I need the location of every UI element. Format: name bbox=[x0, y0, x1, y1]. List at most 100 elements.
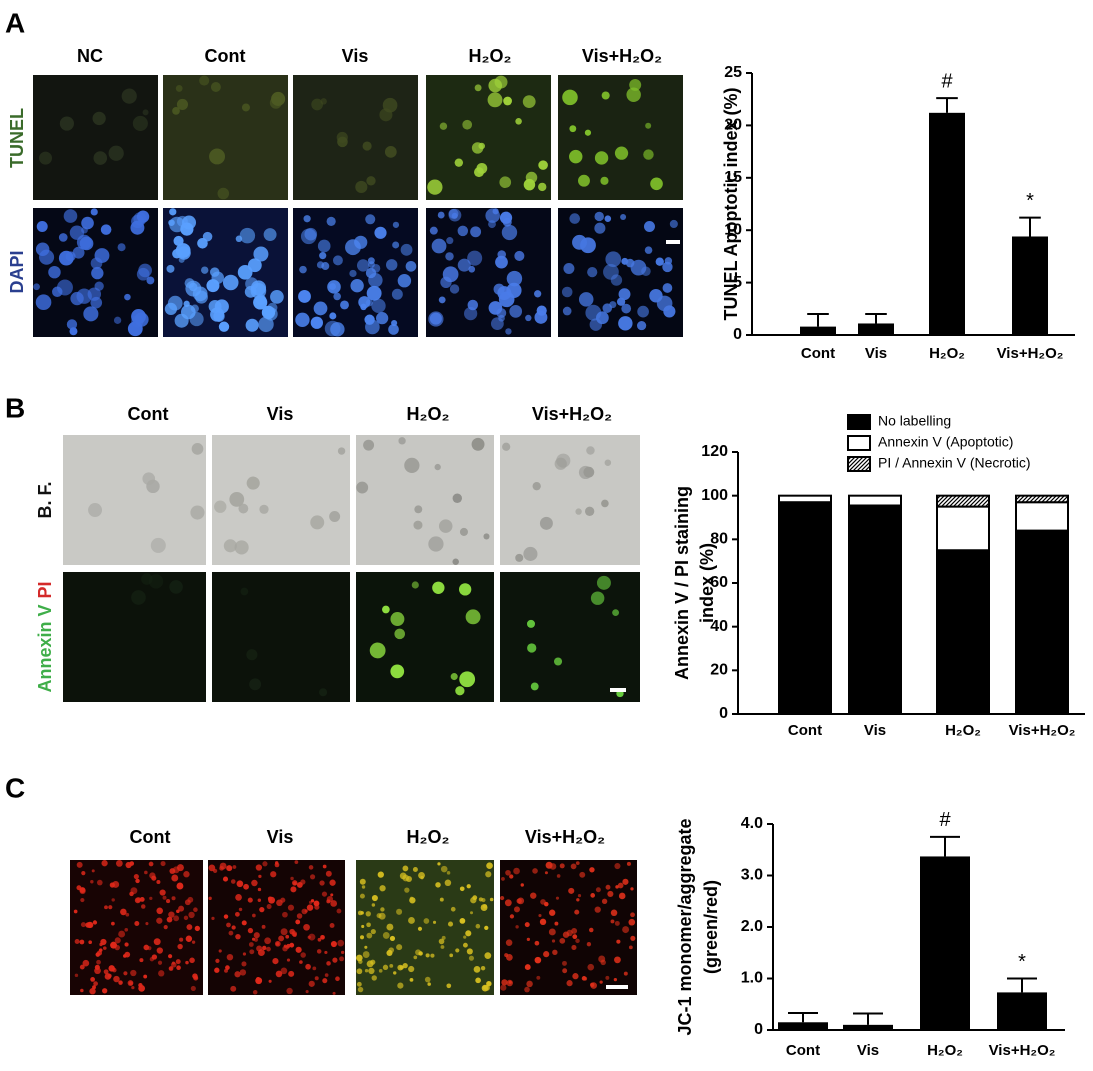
cell bbox=[169, 208, 177, 216]
cell bbox=[235, 911, 240, 917]
cell bbox=[515, 553, 524, 562]
cell bbox=[66, 319, 78, 330]
cell bbox=[124, 927, 129, 932]
cell bbox=[211, 916, 215, 921]
cell bbox=[402, 865, 409, 872]
cell bbox=[370, 959, 376, 965]
cell bbox=[267, 896, 273, 901]
cell bbox=[172, 866, 180, 874]
cell bbox=[440, 865, 448, 873]
cell bbox=[39, 151, 53, 165]
cell bbox=[226, 865, 233, 872]
cell bbox=[480, 904, 488, 911]
cell bbox=[439, 122, 448, 130]
cell bbox=[239, 227, 256, 244]
cell bbox=[326, 961, 331, 966]
cell bbox=[146, 276, 155, 285]
cell bbox=[420, 875, 424, 880]
cell bbox=[236, 880, 244, 888]
cell bbox=[330, 893, 334, 897]
cell bbox=[320, 934, 325, 940]
cell bbox=[292, 880, 298, 886]
cell bbox=[506, 953, 513, 961]
column-label: Vis bbox=[342, 46, 369, 66]
y-tick-label: 0 bbox=[733, 326, 742, 343]
cell bbox=[502, 442, 511, 451]
cell bbox=[618, 892, 626, 900]
cell bbox=[365, 214, 376, 225]
bar-segment bbox=[778, 494, 832, 504]
cell bbox=[189, 957, 195, 964]
cell bbox=[618, 316, 633, 331]
cell bbox=[317, 239, 331, 253]
cell bbox=[156, 879, 161, 884]
cell bbox=[329, 923, 335, 928]
y-axis-label: index (%) bbox=[697, 543, 717, 623]
y-tick-label: 0 bbox=[754, 1021, 763, 1038]
cell bbox=[618, 288, 631, 301]
x-tick-label: Vis bbox=[857, 1042, 879, 1059]
cell bbox=[404, 457, 420, 473]
y-tick-label: 20 bbox=[710, 662, 728, 679]
cell bbox=[90, 880, 94, 884]
cell bbox=[468, 265, 476, 273]
cell bbox=[255, 864, 263, 871]
cell bbox=[36, 221, 48, 233]
cell bbox=[89, 988, 96, 995]
cell bbox=[339, 956, 344, 962]
cell bbox=[317, 937, 322, 942]
cell bbox=[151, 875, 157, 881]
cell bbox=[177, 246, 191, 260]
cell bbox=[589, 867, 595, 873]
cell bbox=[289, 942, 295, 948]
cell bbox=[501, 877, 505, 881]
cell bbox=[130, 969, 137, 977]
cell bbox=[447, 921, 454, 927]
cell bbox=[361, 924, 365, 928]
y-axis-label: TUNEL Apoptotic index (%) bbox=[721, 88, 741, 321]
panel-label: B bbox=[5, 392, 25, 423]
cell bbox=[539, 516, 553, 530]
cell bbox=[144, 870, 148, 875]
cell bbox=[149, 896, 153, 901]
cell bbox=[506, 979, 514, 987]
cell bbox=[131, 590, 146, 605]
cell bbox=[455, 686, 465, 696]
cell bbox=[121, 88, 137, 104]
cell bbox=[473, 966, 481, 973]
bar bbox=[997, 992, 1047, 1030]
cell bbox=[382, 931, 390, 939]
cell bbox=[76, 234, 92, 250]
cell bbox=[359, 878, 366, 885]
cell bbox=[449, 953, 454, 958]
cell bbox=[238, 907, 243, 912]
legend-label: No labelling bbox=[878, 413, 951, 429]
cell bbox=[576, 898, 580, 902]
cell bbox=[365, 299, 373, 307]
cell bbox=[85, 922, 91, 928]
cell bbox=[332, 957, 338, 963]
cell bbox=[245, 318, 259, 332]
cell bbox=[366, 176, 376, 186]
cell bbox=[299, 265, 307, 274]
cell bbox=[431, 238, 447, 254]
cell bbox=[478, 142, 485, 150]
cell bbox=[138, 983, 143, 988]
cell bbox=[114, 937, 121, 944]
cell bbox=[256, 945, 263, 952]
cell bbox=[295, 312, 310, 327]
cell bbox=[500, 984, 507, 991]
cell bbox=[287, 904, 295, 911]
cell bbox=[322, 864, 327, 869]
cell bbox=[366, 285, 382, 301]
cell bbox=[272, 958, 279, 965]
cell bbox=[584, 129, 592, 136]
cell bbox=[124, 293, 131, 301]
cell bbox=[483, 533, 490, 540]
cell bbox=[295, 946, 302, 953]
cell bbox=[96, 879, 103, 886]
cell bbox=[131, 986, 135, 990]
cell bbox=[185, 960, 189, 965]
cell bbox=[171, 961, 176, 965]
